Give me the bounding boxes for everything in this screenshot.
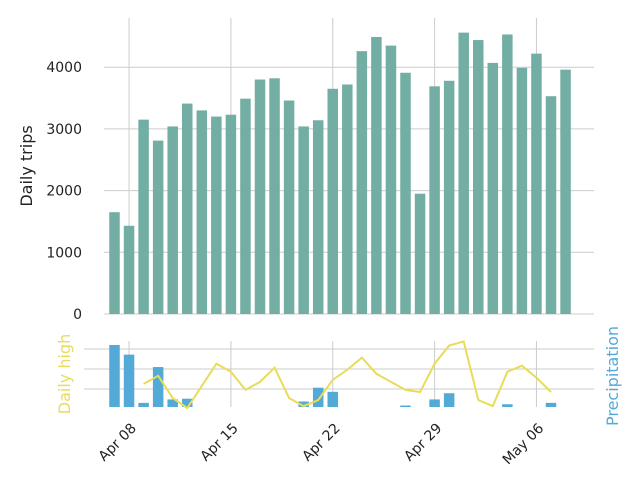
- y-tick-labels: 0 1000 2000 3000 4000: [46, 60, 82, 323]
- trip-bar: [312, 120, 324, 315]
- trip-bar: [342, 84, 353, 314]
- precipitation-bar: [545, 402, 557, 407]
- trip-bar: [123, 225, 135, 314]
- y-tick-label: 2000: [46, 184, 82, 200]
- trip-bar: [211, 116, 222, 314]
- trip-bar: [298, 126, 309, 314]
- trip-bar: [269, 78, 280, 314]
- trip-bar: [385, 45, 397, 314]
- trip-bars: [109, 32, 571, 315]
- precipitation-bar: [443, 393, 455, 407]
- y-tick-label: 1000: [46, 245, 82, 261]
- precipitation-bar: [327, 391, 338, 407]
- precipitation-bar: [182, 398, 193, 407]
- precipitation-bar: [167, 399, 178, 407]
- trip-bar: [283, 100, 295, 314]
- x-tick-label: Apr 22: [299, 421, 343, 465]
- trip-bar: [473, 40, 484, 314]
- trip-bar: [196, 110, 208, 314]
- trip-bar: [356, 51, 368, 315]
- precipitation-bar: [138, 402, 149, 407]
- y-tick-label: 4000: [46, 60, 82, 76]
- trip-bar: [458, 32, 469, 314]
- precipitation-bar: [502, 404, 513, 407]
- y-tick-label: 3000: [46, 122, 82, 138]
- precipitation-bar: [109, 344, 120, 407]
- trip-bar: [443, 80, 455, 314]
- trip-bar: [327, 88, 338, 314]
- x-tick-label: Apr 15: [198, 421, 242, 465]
- x-tick-label: Apr 08: [96, 421, 140, 465]
- trip-bar: [516, 67, 528, 314]
- trip-bar: [545, 96, 557, 314]
- y-axis-label: Daily trips: [17, 125, 36, 206]
- precipitation-bar: [123, 354, 135, 407]
- trip-bar: [167, 126, 178, 314]
- trip-bar: [400, 72, 411, 315]
- trip-bar: [531, 53, 542, 314]
- x-tick-label: Apr 29: [401, 421, 445, 465]
- trip-bar: [414, 193, 426, 314]
- trip-bar: [225, 114, 237, 314]
- precipitation-label: Precipitation: [603, 326, 622, 426]
- trip-bar: [487, 62, 499, 315]
- y-tick-label: 0: [73, 307, 82, 323]
- trip-bar: [240, 98, 251, 315]
- daily-high-label: Daily high: [55, 334, 74, 414]
- trip-bar: [429, 86, 440, 315]
- trip-bar: [254, 79, 266, 314]
- trip-bar: [109, 212, 120, 314]
- trip-bar: [138, 119, 149, 315]
- trip-bar: [182, 103, 193, 314]
- x-tick-labels: Apr 08 Apr 15 Apr 22 Apr 29 May 06: [96, 420, 548, 468]
- trip-bar: [371, 36, 382, 314]
- x-tick-label: May 06: [500, 420, 548, 468]
- precipitation-bar: [298, 401, 309, 407]
- precipitation-bar: [429, 399, 440, 407]
- precipitation-bar: [312, 387, 324, 407]
- trip-bar: [152, 140, 164, 314]
- daily-high-line: [143, 340, 552, 410]
- precipitation-bar: [400, 405, 411, 407]
- precipitation-bars: [109, 344, 557, 407]
- trip-bar: [502, 34, 513, 315]
- trip-bar: [560, 69, 571, 314]
- precipitation-bar: [152, 367, 164, 407]
